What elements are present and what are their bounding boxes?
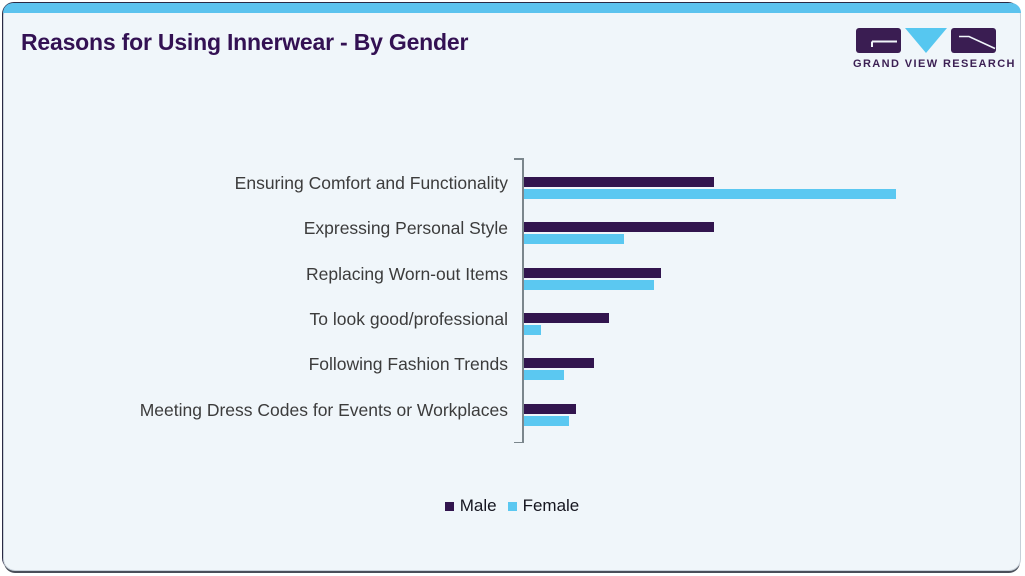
- bar-chart: Ensuring Comfort and Functionality Expres…: [4, 4, 1020, 570]
- brand-name: GRAND VIEW RESEARCH: [853, 58, 1016, 70]
- category-label: Ensuring Comfort and Functionality: [234, 173, 508, 193]
- bar-female: [523, 234, 624, 245]
- legend-swatch-male: [444, 501, 454, 511]
- legend-swatch-female: [507, 501, 517, 511]
- bar-male: [523, 222, 714, 233]
- y-axis-bottom-tick: [514, 441, 524, 443]
- legend-label-female: Female: [522, 496, 580, 515]
- legend-item-female: Female: [507, 496, 580, 516]
- category-label: To look good/professional: [309, 308, 508, 329]
- y-axis-top-tick: [514, 158, 524, 160]
- top-accent-bar: [3, 3, 1021, 13]
- category-label: Following Fashion Trends: [308, 354, 508, 375]
- gvr-logo-icon: [856, 28, 996, 53]
- bar-female: [523, 189, 896, 199]
- legend-item-male: Male: [444, 496, 497, 516]
- chart-card: Reasons for Using Innerwear - By Gender …: [3, 3, 1021, 571]
- category-label: Expressing Personal Style: [303, 218, 508, 239]
- bar-male: [523, 177, 714, 187]
- bar-female: [523, 415, 569, 426]
- bar-female: [523, 324, 541, 335]
- y-axis-line: [522, 158, 524, 443]
- bar-male: [523, 312, 609, 323]
- bar-male: [523, 403, 576, 414]
- bar-male: [523, 267, 661, 278]
- chart-legend: Male Female: [4, 495, 1020, 517]
- bar-female: [523, 370, 564, 381]
- bar-female: [523, 279, 654, 290]
- page-title: Reasons for Using Innerwear - By Gender: [21, 29, 469, 55]
- category-label: Replacing Worn-out Items: [306, 263, 508, 284]
- bar-male: [523, 358, 594, 369]
- category-label: Meeting Dress Codes for Events or Workpl…: [139, 399, 508, 420]
- legend-label-male: Male: [459, 496, 497, 515]
- brand-logo: GRAND VIEW RESEARCH: [853, 28, 1016, 70]
